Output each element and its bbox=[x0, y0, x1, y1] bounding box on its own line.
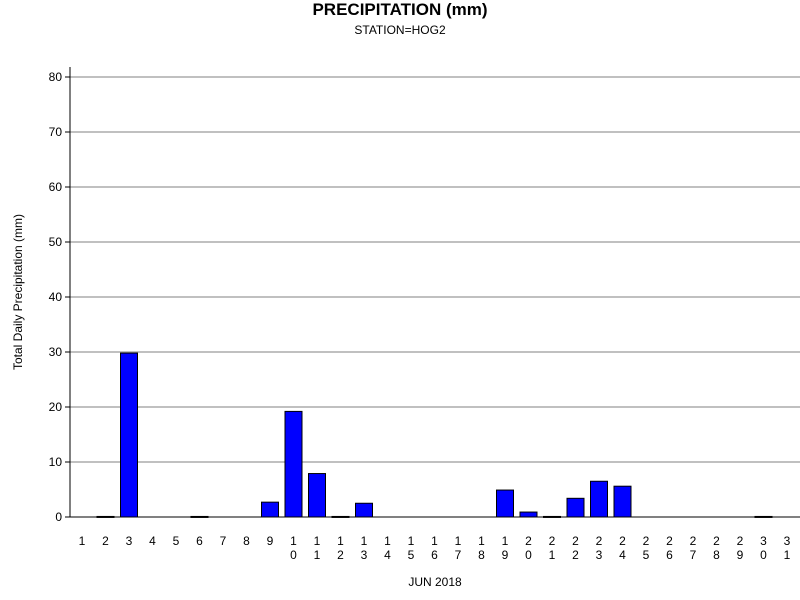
x-tick-label: 3 bbox=[126, 534, 133, 548]
bar bbox=[590, 480, 608, 518]
chart-title: PRECIPITATION (mm) bbox=[312, 0, 488, 19]
bar bbox=[496, 489, 514, 518]
x-tick-label: 2 bbox=[102, 534, 109, 548]
y-tick-label: 80 bbox=[49, 70, 63, 84]
bar bbox=[284, 410, 303, 518]
y-tick-label: 20 bbox=[49, 400, 63, 414]
x-tick-label: 6 bbox=[196, 534, 203, 548]
y-tick-label: 10 bbox=[49, 455, 63, 469]
y-axis-label: Total Daily Precipitation (mm) bbox=[11, 213, 25, 371]
y-tick-label: 50 bbox=[49, 235, 63, 249]
bar bbox=[96, 515, 115, 518]
bar bbox=[190, 515, 209, 518]
bar bbox=[261, 501, 279, 518]
x-tick-label: 5 bbox=[173, 534, 180, 548]
x-tick-label: 9 bbox=[267, 534, 274, 548]
bar bbox=[566, 497, 585, 518]
bar bbox=[355, 502, 373, 518]
bar bbox=[519, 511, 538, 518]
y-tick-label: 0 bbox=[55, 510, 62, 524]
bar bbox=[331, 515, 350, 518]
bar bbox=[543, 515, 561, 518]
bar bbox=[613, 485, 632, 518]
x-tick-label: 7 bbox=[220, 534, 227, 548]
x-tick-label: 4 bbox=[149, 534, 156, 548]
y-tick-label: 30 bbox=[49, 345, 63, 359]
chart-subtitle: STATION=HOG2 bbox=[354, 23, 446, 37]
x-axis-label: JUN 2018 bbox=[408, 575, 462, 589]
x-tick-label: 1 bbox=[79, 534, 86, 548]
bar bbox=[308, 473, 326, 518]
y-tick-label: 40 bbox=[49, 290, 63, 304]
x-tick-label: 8 bbox=[243, 534, 250, 548]
y-tick-label: 70 bbox=[49, 125, 63, 139]
y-tick-label: 60 bbox=[49, 180, 63, 194]
bar bbox=[754, 515, 773, 518]
bar bbox=[120, 352, 138, 518]
